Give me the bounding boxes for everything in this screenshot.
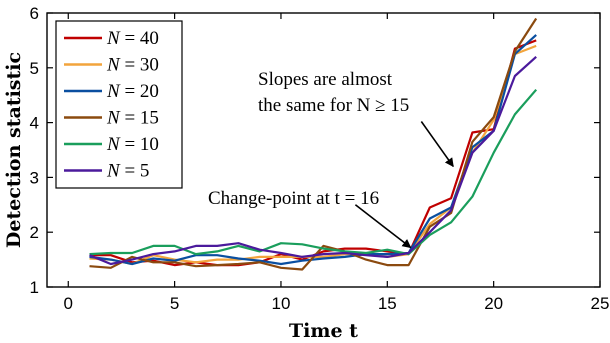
y-tick-label: 5 [30,59,39,78]
x-axis-label: Time t [289,320,358,342]
series-line-n15 [89,17,538,271]
x-tick-label: 5 [170,294,179,313]
x-tick-label: 0 [64,294,73,313]
series-line-n10 [89,88,538,256]
legend-entry-label: N = 10 [106,134,159,155]
y-tick-label: 3 [30,168,39,187]
annotations: Change-point at t = 16 Slopes are almost t… [208,69,454,249]
series-line-n5 [89,55,537,266]
annotation-slopes: Slopes are almost the same for N ≥ 15 [258,69,409,116]
series-layer [89,17,538,271]
legend-box [55,20,183,189]
annotation-arrow-change [354,204,412,249]
y-axis-label: Detection statistic [3,52,25,248]
x-tick-label: 20 [484,294,503,313]
y-tick-label: 4 [30,114,39,133]
x-tick-label: 25 [591,294,610,313]
annotation-change: Change-point at t = 16 [208,188,379,209]
legend-entry-label: N = 20 [106,81,159,102]
y-tick-label: 1 [30,278,39,297]
x-tick-label: 15 [378,294,397,313]
legend-entry-label: N = 5 [106,161,149,182]
y-tick-label: 2 [30,223,39,242]
y-tick-label: 6 [30,4,39,23]
legend: N = 40 N = 30 N = 20 N = 15 N = 10 N = 5 [55,20,183,189]
legend-entry-label: N = 15 [106,108,159,129]
axis-ticks: 0 5 10 15 20 25 1 2 3 4 5 6 [30,4,610,313]
annotation-arrow-slopes [420,121,454,168]
legend-entry-label: N = 40 [106,28,159,49]
plot-frame [46,12,601,288]
x-tick-label: 10 [272,294,291,313]
legend-entry-label: N = 30 [106,55,159,76]
